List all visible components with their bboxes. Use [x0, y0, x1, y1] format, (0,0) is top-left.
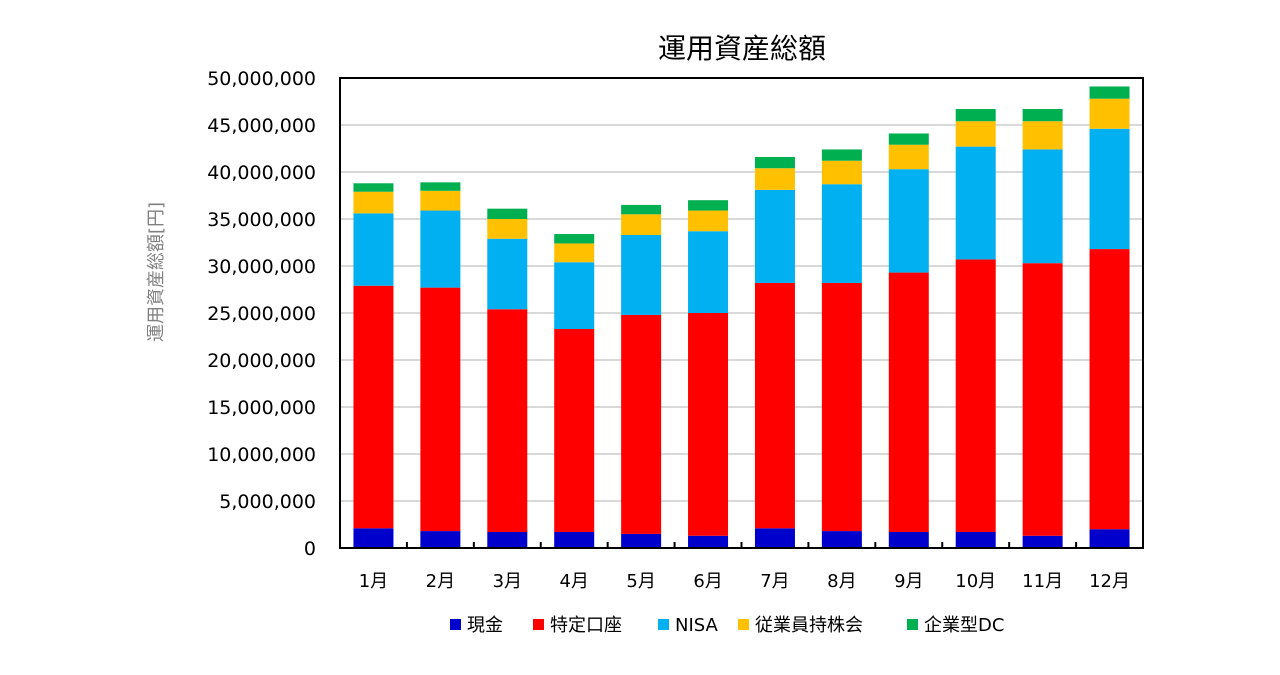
legend-label-5: 企業型DC: [924, 615, 1004, 636]
x-tick-label: 9月: [894, 571, 923, 592]
bar-segment-3-1: [353, 213, 394, 286]
y-tick-label: 25,000,000: [207, 303, 316, 325]
y-axis-title: 運用資産総額[円]: [146, 202, 167, 342]
bar-segment-5-11: [1022, 109, 1063, 122]
bar-segment-2-6: [688, 313, 729, 536]
bar-segment-2-11: [1022, 263, 1063, 536]
legend-swatch-1: [450, 619, 461, 630]
bar-segment-1-7: [754, 528, 795, 548]
bar-segment-3-11: [1022, 149, 1063, 264]
bar-segment-4-1: [353, 191, 394, 214]
bar-segment-3-6: [688, 231, 729, 313]
bar-segment-5-7: [754, 156, 795, 169]
bar-segment-5-10: [955, 109, 996, 122]
bar-segment-1-4: [554, 532, 595, 548]
bar-segment-1-12: [1089, 529, 1130, 548]
bar-segment-1-10: [955, 532, 996, 548]
bar-segment-1-11: [1022, 535, 1063, 548]
bar-segment-4-5: [621, 214, 662, 235]
bar-segment-5-4: [554, 234, 595, 244]
y-tick-label: 20,000,000: [207, 350, 316, 372]
bar-segment-5-8: [821, 149, 862, 161]
x-tick-label: 2月: [426, 571, 455, 592]
legend-swatch-2: [533, 619, 544, 630]
bar-segment-2-4: [554, 328, 595, 533]
x-tick-label: 3月: [493, 571, 522, 592]
bar-segment-2-10: [955, 259, 996, 533]
bar-segment-5-3: [487, 208, 528, 219]
bar-segment-3-7: [754, 189, 795, 283]
bar-segment-3-5: [621, 234, 662, 315]
y-tick-label: 15,000,000: [207, 397, 316, 419]
bar-segment-3-2: [420, 210, 461, 288]
legend-label-4: 従業員持株会: [755, 615, 863, 636]
y-tick-label: 35,000,000: [207, 209, 316, 231]
bar-segment-5-2: [420, 182, 461, 191]
bar-segment-2-8: [821, 282, 862, 532]
bar-segment-4-10: [955, 121, 996, 147]
y-tick-label: 40,000,000: [207, 162, 316, 184]
bar-segment-1-6: [688, 535, 729, 548]
x-tick-label: 12月: [1089, 571, 1130, 592]
y-tick-label: 45,000,000: [207, 115, 316, 137]
bar-segment-4-6: [688, 210, 729, 232]
legend-label-2: 特定口座: [550, 615, 622, 636]
legend-label-3: NISA: [675, 615, 719, 636]
bar-segment-3-3: [487, 238, 528, 310]
bar-segment-2-12: [1089, 249, 1130, 530]
bar-segment-4-4: [554, 243, 595, 263]
bar-segment-4-7: [754, 168, 795, 190]
x-tick-label: 10月: [955, 571, 996, 592]
x-tick-label: 5月: [626, 571, 655, 592]
chart-title: 運用資産総額: [658, 32, 826, 65]
bar-segment-2-3: [487, 309, 528, 533]
x-tick-label: 8月: [827, 571, 856, 592]
bar-segment-3-10: [955, 146, 996, 260]
bar-segment-4-8: [821, 160, 862, 185]
x-tick-label: 1月: [359, 571, 388, 592]
bar-segment-3-9: [888, 169, 929, 273]
x-tick-label: 6月: [693, 571, 722, 592]
bar-segment-2-1: [353, 285, 394, 529]
bar-segment-4-3: [487, 219, 528, 239]
bar-segment-5-12: [1089, 86, 1130, 99]
bar-segment-1-8: [821, 531, 862, 548]
y-tick-label: 10,000,000: [207, 444, 316, 466]
bar-segment-2-9: [888, 272, 929, 533]
bar-segment-2-7: [754, 282, 795, 529]
bar-segment-4-12: [1089, 98, 1130, 129]
x-tick-label: 4月: [559, 571, 588, 592]
x-tick-label: 7月: [760, 571, 789, 592]
bar-segment-5-5: [621, 204, 662, 215]
legend-label-1: 現金: [467, 615, 503, 636]
y-tick-label: 50,000,000: [207, 68, 316, 90]
bar-segment-1-3: [487, 532, 528, 548]
bar-segment-2-2: [420, 287, 461, 532]
y-tick-label: 0: [304, 538, 316, 560]
bar-segment-5-6: [688, 200, 729, 211]
legend-swatch-4: [738, 619, 749, 630]
bar-segment-2-5: [621, 314, 662, 534]
legend-swatch-5: [907, 619, 918, 630]
bar-segment-5-9: [888, 133, 929, 145]
bar-segment-3-4: [554, 262, 595, 329]
bar-segment-1-5: [621, 533, 662, 548]
bar-segment-5-1: [353, 183, 394, 192]
bar-segment-1-9: [888, 532, 929, 548]
bar-segment-1-1: [353, 528, 394, 548]
y-tick-label: 5,000,000: [219, 491, 316, 513]
y-tick-label: 30,000,000: [207, 256, 316, 278]
bar-segment-1-2: [420, 531, 461, 548]
bar-segment-4-9: [888, 144, 929, 170]
legend-swatch-3: [658, 619, 669, 630]
x-tick-label: 11月: [1022, 571, 1063, 592]
bar-segment-4-11: [1022, 121, 1063, 150]
bar-segment-3-8: [821, 184, 862, 283]
bar-segment-3-12: [1089, 128, 1130, 250]
bar-segment-4-2: [420, 190, 461, 211]
